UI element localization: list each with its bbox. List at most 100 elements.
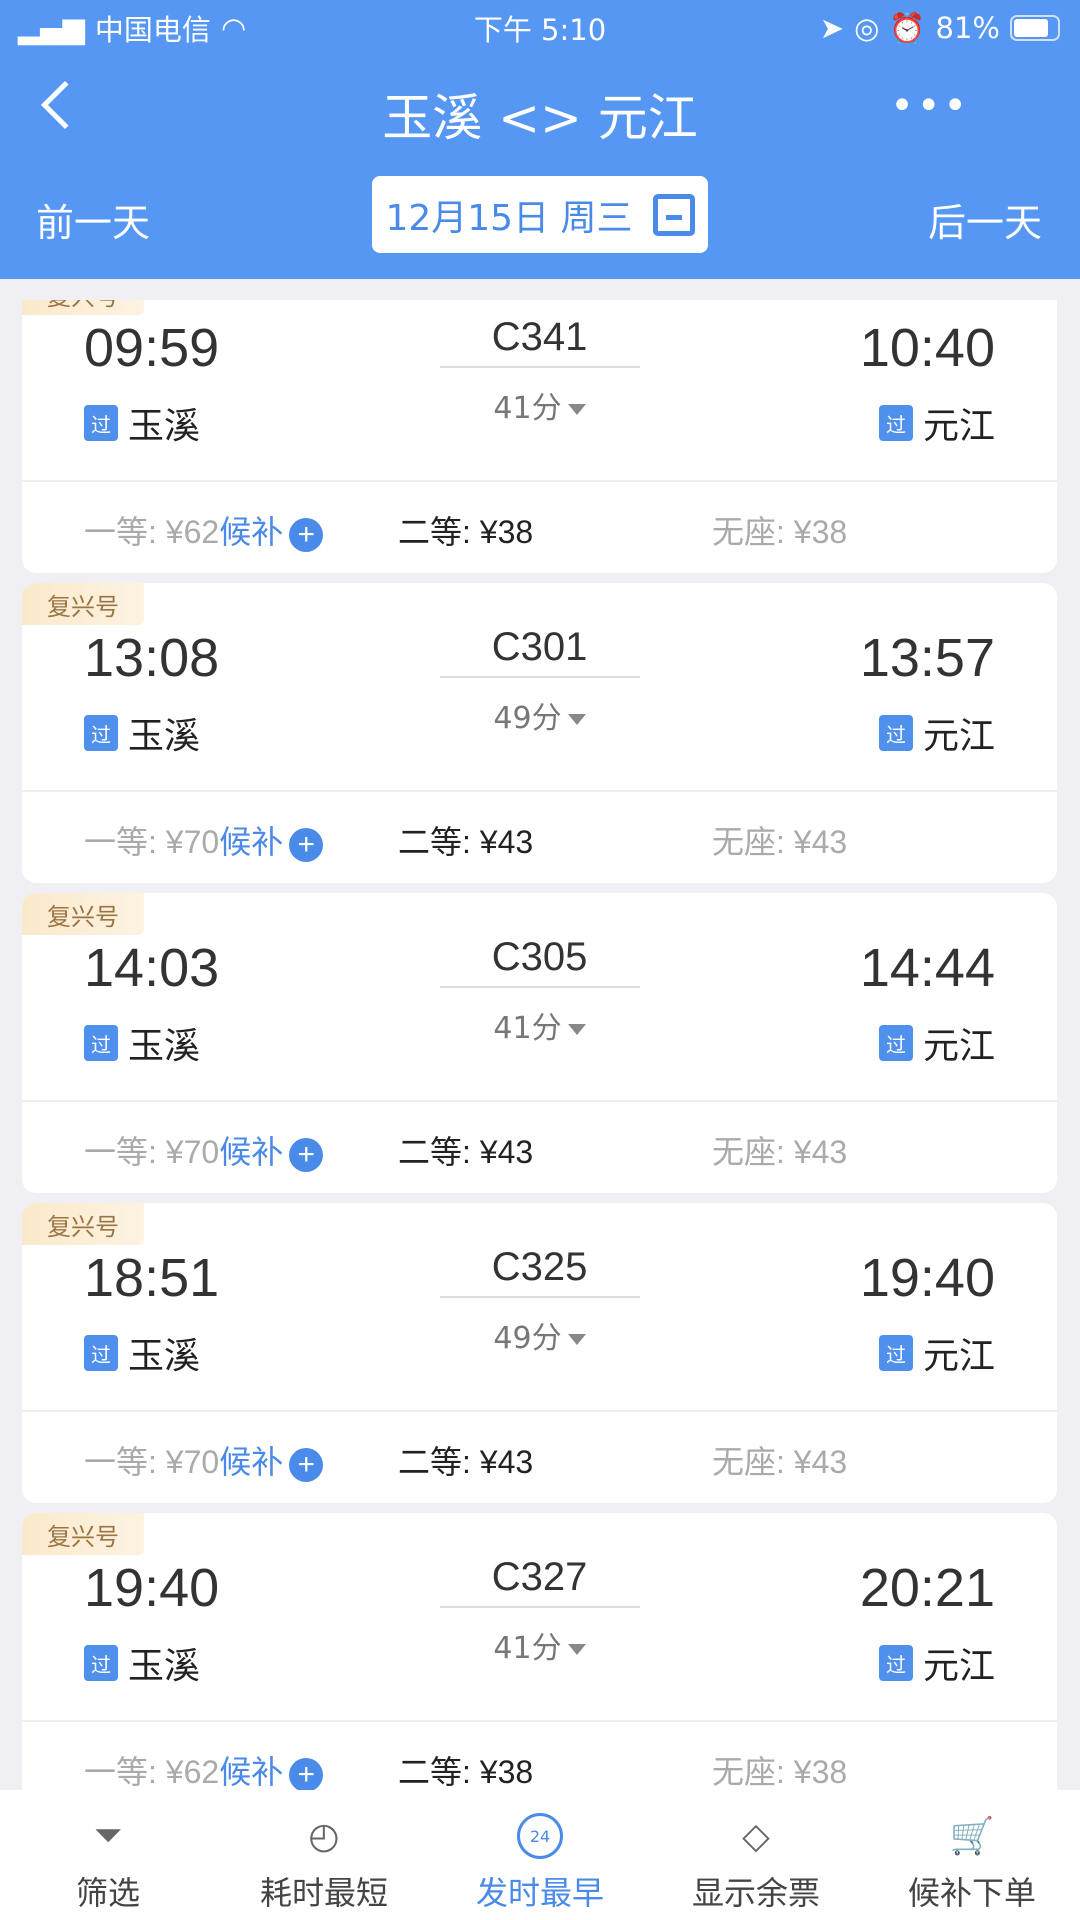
waitlist-link[interactable]: 候补 [219, 824, 284, 860]
first-class-price[interactable]: 一等: ¥62候补 + [84, 507, 324, 553]
duration-toggle[interactable]: 49分 [22, 693, 1057, 737]
more-icon[interactable]: ••• [890, 83, 970, 129]
first-class-price[interactable]: 一等: ¥70候补 + [84, 1437, 324, 1483]
duration: 49分 [493, 1321, 562, 1356]
to-station: 过元江 [878, 397, 995, 449]
caret-down-icon [567, 1644, 586, 1655]
tab-timer[interactable]: ◴ 耗时最短 [216, 1790, 432, 1920]
pass-tag: 过 [84, 1335, 118, 1371]
next-day-button[interactable]: 后一天 [927, 201, 1042, 245]
pass-tag: 过 [84, 1645, 118, 1681]
waitlist-link[interactable]: 候补 [219, 514, 284, 550]
divider [22, 790, 1057, 792]
departure-time: 19:40 [84, 1558, 220, 1618]
first-class-label: 一等: ¥70 [84, 1134, 220, 1170]
caret-down-icon [567, 714, 586, 725]
duration-toggle[interactable]: 49分 [22, 1313, 1057, 1357]
arrival-time: 13:57 [859, 628, 995, 688]
clock: 下午 5:10 [473, 13, 607, 47]
second-class-price: 二等: ¥43 [398, 1444, 534, 1480]
tab-cart[interactable]: 🛒 候补下单 [864, 1790, 1080, 1920]
pass-tag: 过 [878, 1025, 913, 1061]
second-class-price: 二等: ¥43 [398, 1134, 534, 1170]
train-card[interactable]: 复兴号 14:03 C305 41分 14:44 过玉溪 过元江 一等: ¥70… [22, 893, 1057, 1193]
train-type-badge: 复兴号 [22, 583, 144, 625]
second-class-price: 二等: ¥43 [398, 824, 534, 860]
tab-label: 发时最早 [475, 1874, 604, 1912]
caret-down-icon [567, 404, 586, 415]
route-line [440, 1296, 640, 1298]
divider [22, 1720, 1057, 1722]
first-class-label: 一等: ¥62 [84, 514, 220, 550]
first-class-label: 一等: ¥70 [84, 824, 220, 860]
clock-24-text: 24 [517, 1813, 563, 1859]
wifi-icon: ◠ [220, 11, 247, 45]
duration-toggle[interactable]: 41分 [22, 1003, 1057, 1047]
pass-tag: 过 [878, 1335, 913, 1371]
waitlist-link[interactable]: 候补 [219, 1444, 284, 1480]
train-type-badge: 复兴号 [22, 1513, 144, 1555]
location-icon: ➤ [819, 11, 845, 45]
page-title: 玉溪 <> 元江 [382, 89, 698, 147]
from-station: 过玉溪 [84, 1017, 200, 1069]
route-line [440, 1606, 640, 1608]
duration: 41分 [493, 1011, 562, 1046]
arrival-time: 10:40 [859, 318, 995, 378]
divider [22, 1410, 1057, 1412]
add-waitlist-icon[interactable]: + [289, 827, 324, 862]
train-number: C305 [491, 935, 588, 979]
no-seat-price: 无座: ¥38 [712, 514, 848, 550]
waitlist-link[interactable]: 候补 [219, 1134, 284, 1170]
second-class-price: 二等: ¥38 [398, 1754, 534, 1790]
filter-icon: ⏷ [93, 1815, 123, 1856]
tab-clock-24[interactable]: 24 发时最早 [432, 1790, 648, 1920]
route-line [440, 676, 640, 678]
no-seat-price: 无座: ¥38 [712, 1754, 848, 1790]
waitlist-link[interactable]: 候补 [219, 1754, 284, 1790]
train-card[interactable]: 复兴号 19:40 C327 41分 20:21 过玉溪 过 元江 一等: ¥62… [22, 1513, 1057, 1790]
train-number: C325 [491, 1245, 588, 1289]
add-waitlist-icon[interactable]: + [289, 517, 324, 552]
duration-toggle[interactable]: 41分 [22, 1623, 1057, 1667]
divider [22, 1100, 1057, 1102]
train-type-badge: 复兴号 [22, 893, 144, 935]
from-station: 过玉溪 [84, 1637, 200, 1689]
station-name: 元江 [922, 1646, 995, 1687]
no-seat-price: 无座: ¥43 [712, 1444, 848, 1480]
tab-filter[interactable]: ⏷ 筛选 [0, 1790, 216, 1920]
tab-tag[interactable]: ◇ 显示余票 [648, 1790, 864, 1920]
tab-label: 显示余票 [691, 1874, 820, 1912]
duration-toggle[interactable]: 41分 [22, 383, 1057, 427]
add-waitlist-icon[interactable]: + [289, 1447, 324, 1482]
status-right: ➤ ◎ ⏰ 81% [820, 8, 1060, 48]
duration: 49分 [493, 701, 562, 736]
first-class-label: 一等: ¥62 [84, 1754, 220, 1790]
first-class-label: 一等: ¥70 [84, 1444, 220, 1480]
train-number: C327 [491, 1555, 588, 1599]
from-station: 过玉溪 [84, 397, 200, 449]
train-card[interactable]: 复兴号 18:51 C325 49分 19:40 过玉溪 过元江 一等: ¥70… [22, 1203, 1057, 1503]
train-card[interactable]: 复兴号 09:59 C341 41分 10:40 过玉溪 过元江 一等: ¥62… [22, 300, 1057, 573]
station-name: 元江 [922, 406, 995, 447]
carrier: 中国电信 [94, 13, 211, 47]
date-label: 12月15日 周三 [385, 197, 633, 239]
pass-tag: 过 [84, 1025, 118, 1061]
prev-day-button[interactable]: 前一天 [36, 201, 151, 245]
train-type-badge: 复兴号 [22, 300, 144, 315]
train-number: C301 [491, 625, 588, 669]
first-class-price[interactable]: 一等: ¥62候补 + [84, 1747, 324, 1790]
no-seat-price: 无座: ¥43 [712, 1134, 848, 1170]
date-picker[interactable]: 12月15日 周三 [372, 176, 708, 253]
add-waitlist-icon[interactable]: + [289, 1757, 324, 1790]
add-waitlist-icon[interactable]: + [289, 1137, 324, 1172]
header: ▂▄▆ 中国电信 ◠ 下午 5:10 ➤ ◎ ⏰ 81% 玉溪 <> 元江 ••… [0, 0, 1080, 279]
train-type-badge: 复兴号 [22, 1203, 144, 1245]
bottom-toolbar: ⏷ 筛选 ◴ 耗时最短 24 发时最早 ◇ 显示余票 🛒 候补下单 [0, 1790, 1080, 1920]
rotation-lock-icon: ◎ [854, 11, 880, 45]
train-card[interactable]: 复兴号 13:08 C301 49分 13:57 过玉溪 过元江 一等: ¥70… [22, 583, 1057, 883]
signal-icon: ▂▄▆ [18, 11, 85, 45]
arrival-time: 20:21 [859, 1558, 995, 1618]
first-class-price[interactable]: 一等: ¥70候补 + [84, 1127, 324, 1173]
departure-time: 18:51 [84, 1248, 220, 1308]
first-class-price[interactable]: 一等: ¥70候补 + [84, 817, 324, 863]
